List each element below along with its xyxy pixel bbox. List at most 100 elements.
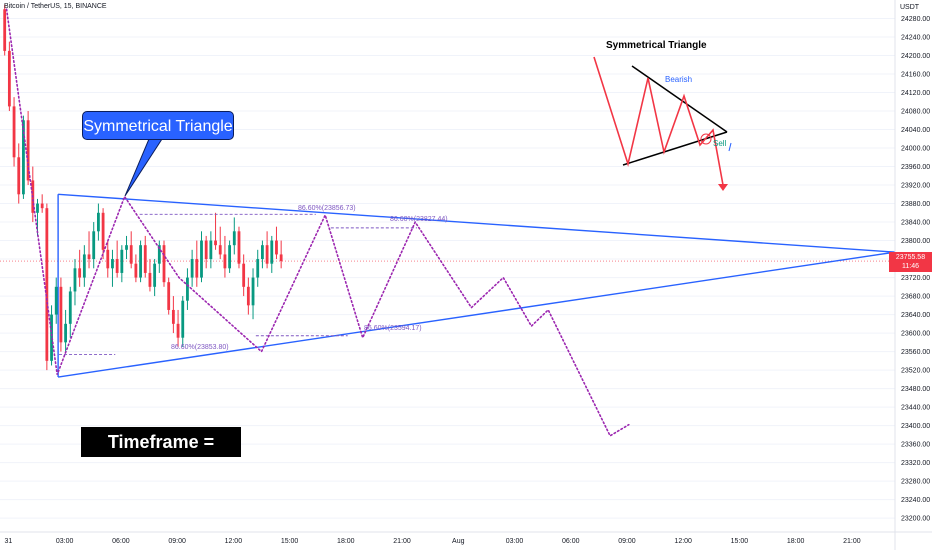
candle-body <box>87 254 91 260</box>
candle-body <box>125 245 128 250</box>
y-tick-label: 23840.00 <box>901 220 930 227</box>
y-tick-label: 23480.00 <box>901 386 930 393</box>
candle-body <box>157 245 161 264</box>
y-tick-label: 23880.00 <box>901 201 930 208</box>
candle-body <box>111 259 114 269</box>
x-tick-label: Aug <box>452 538 465 545</box>
candle-body <box>7 50 11 107</box>
symmetrical-triangle-lines <box>57 193 896 378</box>
candle-body <box>143 245 147 273</box>
candle-body <box>12 106 16 158</box>
candle-body <box>96 212 100 232</box>
candle-body <box>45 208 49 361</box>
candle-body <box>242 263 246 287</box>
candle-body <box>223 254 227 269</box>
candle-body <box>261 245 264 260</box>
fib-level-label: 86.60%(23827.44) <box>390 216 448 223</box>
y-tick-label: 23920.00 <box>901 183 930 190</box>
candle-body <box>237 231 241 264</box>
inset-sell-circle <box>700 133 712 145</box>
y-tick-label: 23720.00 <box>901 275 930 282</box>
inset-sell-label: Sell <box>713 139 727 148</box>
candle-body <box>190 259 194 278</box>
candle-body <box>218 245 222 255</box>
inset-zigzag <box>593 56 724 186</box>
candle-body <box>82 254 86 278</box>
candle-body <box>139 245 142 278</box>
x-tick-label: 06:00 <box>562 538 580 545</box>
inset-tick-mark <box>728 142 732 152</box>
symbol-title[interactable]: Bitcoin / TetherUS, 15, BINANCE <box>4 3 107 10</box>
candle-body <box>186 277 189 301</box>
candle-body <box>214 240 217 246</box>
candle-body <box>251 277 255 306</box>
candle-body <box>153 263 157 287</box>
y-tick-label: 23400.00 <box>901 423 930 430</box>
candle-body <box>275 240 278 255</box>
currency-label: USDT <box>900 4 920 11</box>
x-tick-label: 12:00 <box>225 538 243 545</box>
y-tick-label: 23800.00 <box>901 238 930 245</box>
triangle-pattern-inset <box>593 56 732 191</box>
candle-body <box>17 157 21 195</box>
candle-body <box>78 268 82 278</box>
candle-body <box>232 231 236 246</box>
inset-bearish-label: Bearish <box>665 75 693 84</box>
candle-body <box>115 259 119 273</box>
x-tick-label: 12:00 <box>674 538 692 545</box>
last-price: 23755.58 <box>895 254 926 261</box>
candle-body <box>59 286 63 343</box>
candle-body <box>176 323 180 338</box>
pattern-callout[interactable]: Symmetrical Triangle <box>82 111 234 140</box>
y-tick-label: 24120.00 <box>901 90 930 97</box>
x-tick-label: 03:00 <box>506 538 524 545</box>
projection-path <box>5 8 630 437</box>
triangle-upper-line <box>58 193 896 253</box>
fib-level-lines <box>59 213 418 355</box>
candle-body <box>120 249 124 273</box>
inset-lower-line <box>622 131 728 166</box>
y-tick-label: 23680.00 <box>901 294 930 301</box>
candle-body <box>106 249 110 269</box>
y-tick-label: 23280.00 <box>901 479 930 486</box>
candle-body <box>265 245 269 264</box>
x-tick-label: 15:00 <box>731 538 749 545</box>
y-tick-label: 23240.00 <box>901 497 930 504</box>
candle-body <box>279 254 283 262</box>
candle-body <box>54 286 58 315</box>
x-tick-label: 18:00 <box>787 538 805 545</box>
y-tick-label: 23960.00 <box>901 164 930 171</box>
candle-body <box>73 268 77 292</box>
candle-body <box>134 263 138 278</box>
y-tick-label: 24000.00 <box>901 146 930 153</box>
inset-upper-line <box>631 65 728 133</box>
y-tick-label: 24040.00 <box>901 127 930 134</box>
candle-body <box>246 286 250 306</box>
timeframe-label[interactable]: Timeframe = 15min <box>81 427 241 482</box>
last-price-badge: 23755.58 11:46 <box>889 252 932 272</box>
candle-body <box>270 240 274 264</box>
x-tick-label: 21:00 <box>843 538 861 545</box>
candle-body <box>228 245 232 269</box>
candle-body <box>26 120 30 181</box>
candle-body <box>167 282 171 310</box>
x-tick-label: 06:00 <box>112 538 130 545</box>
candle-body <box>195 259 199 278</box>
x-tick-label: 31 <box>5 538 13 545</box>
y-tick-label: 23600.00 <box>901 331 930 338</box>
x-tick-label: 21:00 <box>393 538 411 545</box>
y-tick-label: 23560.00 <box>901 349 930 356</box>
y-tick-label: 23200.00 <box>901 516 930 523</box>
candle-body <box>181 300 185 338</box>
candle-body <box>148 272 152 287</box>
candle-body <box>64 323 68 343</box>
time-axis[interactable]: 31 03:00 06:00 09:00 12:00 15:00 18:00 21:00 Aug… <box>0 531 932 545</box>
candle-body <box>36 203 39 213</box>
y-tick-label: 24080.00 <box>901 109 930 116</box>
candle-body <box>204 240 208 260</box>
candle-body <box>162 245 166 283</box>
fib-level-label: 86.60%(23594.17) <box>364 325 422 332</box>
x-tick-label: 09:00 <box>618 538 636 545</box>
candle-body <box>22 120 25 195</box>
triangle-lower-line <box>58 251 896 378</box>
